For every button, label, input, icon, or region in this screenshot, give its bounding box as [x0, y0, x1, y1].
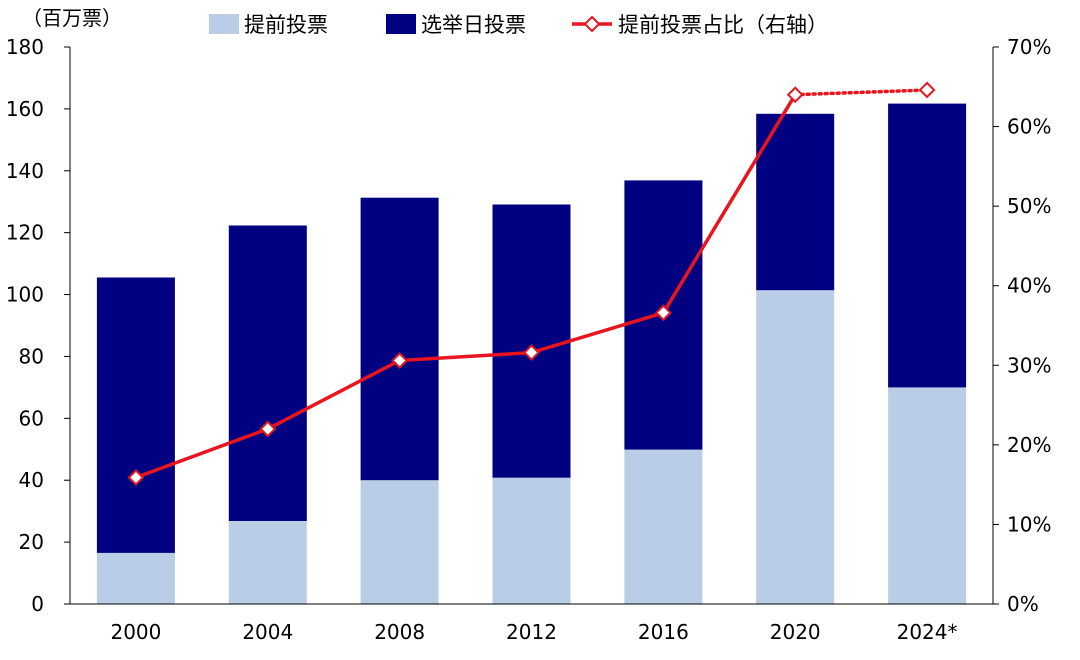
early-vote-share-line [135, 93, 797, 480]
legend-label-share: 提前投票占比（右轴） [618, 13, 828, 37]
share-marker-4 [654, 304, 672, 322]
bar-election-day-5 [756, 113, 835, 291]
line-layer [127, 81, 936, 486]
legend-label-election-day: 选举日投票 [421, 13, 526, 37]
x-tick-label: 2004 [242, 620, 293, 644]
x-tick-label: 2008 [374, 620, 425, 644]
x-tick-label: 2000 [110, 620, 161, 644]
y-left-unit-label: （百万票） [22, 6, 122, 30]
y-left-tick-label: 40 [19, 468, 44, 492]
y-right-tick-label: 10% [1007, 512, 1051, 536]
y-left-tick-label: 140 [6, 159, 44, 183]
axes-layer: 0 20 40 60 80 100 120 140 160 180 0% 10% 20% 30% 40% 50… [6, 35, 1052, 644]
y-right-tick-label: 70% [1007, 35, 1051, 59]
y-left-tick-label: 0 [31, 592, 44, 616]
share-marker-3 [523, 344, 540, 361]
y-left-tick-label: 100 [6, 283, 44, 307]
share-marker-6 [918, 81, 936, 99]
bar-election-day-3 [492, 204, 571, 478]
bar-election-day-6 [888, 103, 967, 388]
x-tick-label: 2012 [506, 620, 557, 644]
share-marker-5 [786, 86, 804, 104]
bar-election-day-1 [228, 225, 307, 521]
y-left-tick-label: 180 [6, 35, 44, 59]
bar-early-vote-2 [360, 480, 439, 604]
bar-early-vote-0 [96, 552, 175, 604]
y-left-tick-label: 20 [19, 530, 44, 554]
legend-label-early-vote: 提前投票 [244, 13, 328, 37]
bars-layer [96, 103, 967, 604]
legend-swatch-election-day [386, 14, 416, 34]
early-vote-share-line-projected [793, 88, 929, 97]
x-tick-label: 2016 [638, 620, 689, 644]
y-right-tick-label: 40% [1007, 274, 1051, 298]
y-left-tick-label: 120 [6, 221, 44, 245]
bar-election-day-0 [96, 277, 175, 553]
legend-layer: 提前投票 选举日投票 提前投票占比（右轴） [209, 13, 828, 37]
share-marker-1 [259, 420, 277, 438]
bar-early-vote-5 [756, 290, 835, 604]
bar-early-vote-6 [888, 387, 967, 604]
x-tick-label: 2024* [897, 620, 958, 644]
bar-early-vote-4 [624, 449, 703, 604]
legend-marker-share [583, 15, 601, 33]
y-right-tick-label: 30% [1007, 353, 1051, 377]
bar-early-vote-1 [228, 521, 307, 604]
y-right-tick-label: 60% [1007, 115, 1051, 139]
legend-swatch-early-vote [209, 14, 239, 34]
y-right-tick-label: 20% [1007, 433, 1051, 457]
y-right-tick-label: 50% [1007, 194, 1051, 218]
y-left-tick-label: 80 [19, 344, 44, 368]
bar-election-day-2 [360, 197, 439, 481]
x-tick-label: 2020 [770, 620, 821, 644]
share-marker-2 [391, 352, 409, 369]
y-right-tick-label: 0% [1007, 592, 1039, 616]
share-marker-0 [127, 469, 145, 486]
y-left-tick-label: 60 [19, 406, 44, 430]
y-left-tick-label: 160 [6, 97, 44, 121]
bar-early-vote-3 [492, 477, 571, 604]
